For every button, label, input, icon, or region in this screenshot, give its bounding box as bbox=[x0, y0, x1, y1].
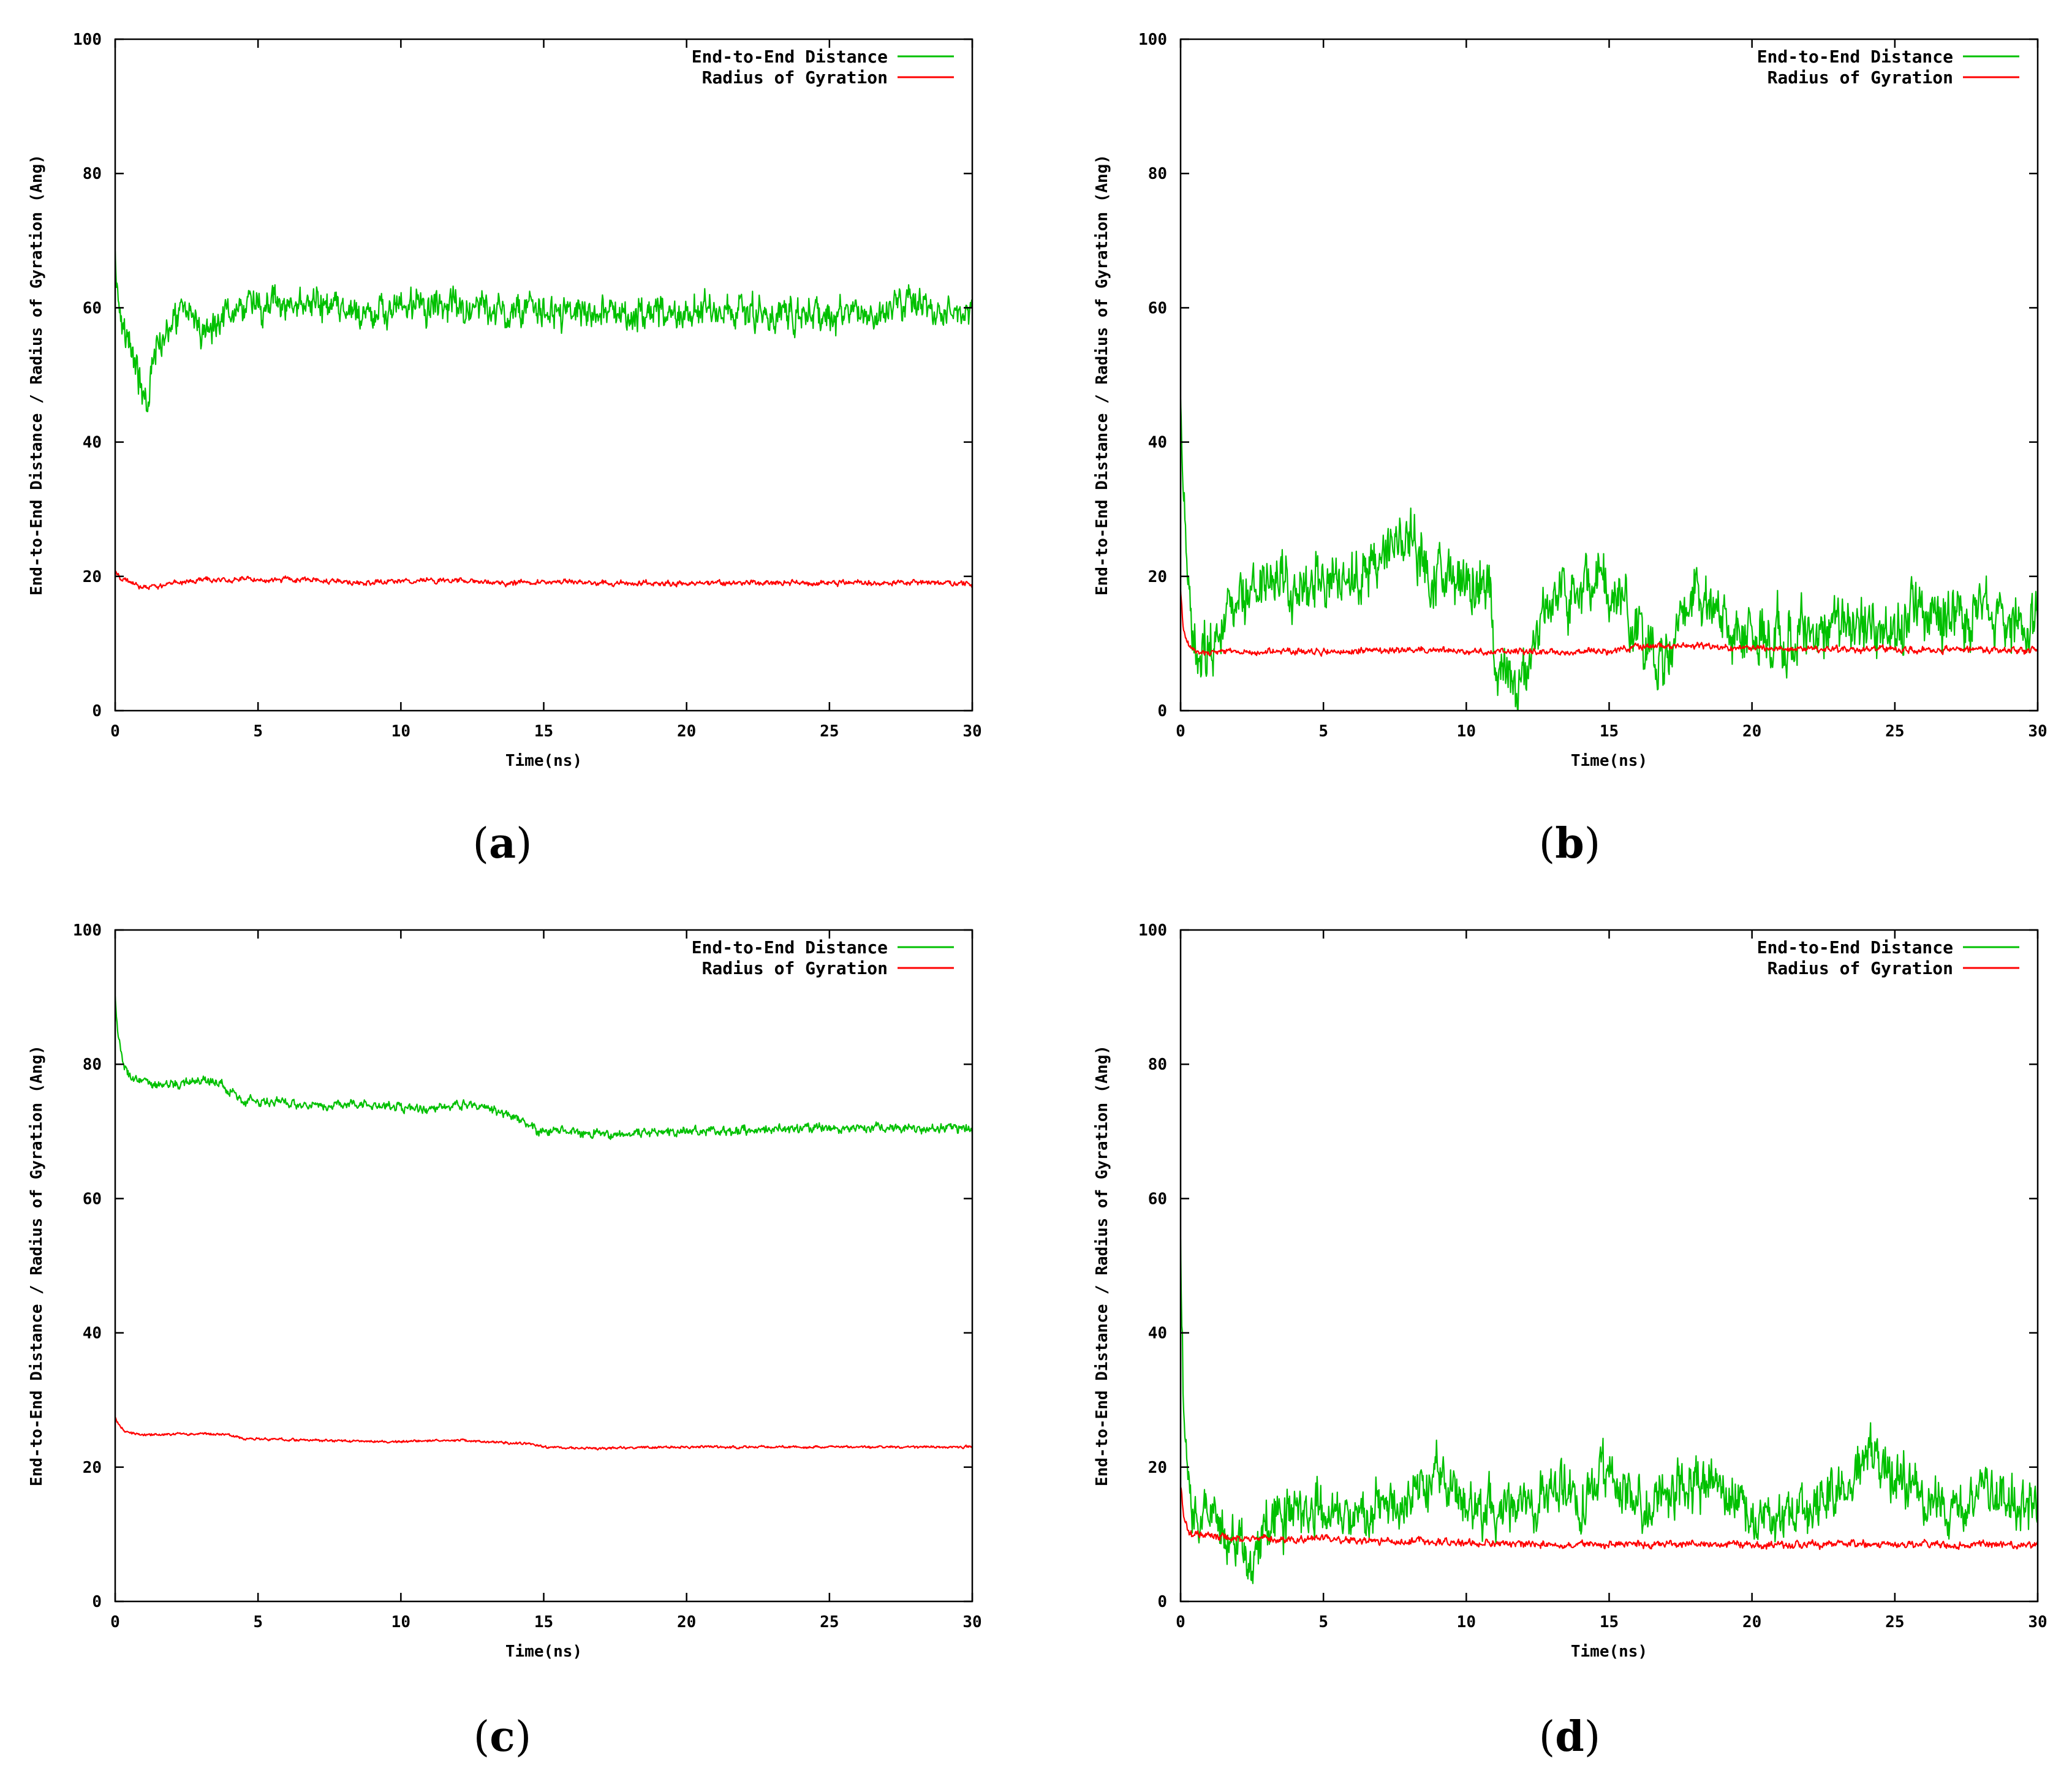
x-tick-label: 30 bbox=[2028, 722, 2047, 741]
x-axis-title: Time(ns) bbox=[505, 1642, 582, 1661]
series-line-end-to-end-c bbox=[115, 996, 972, 1140]
panel-label-c: (c) bbox=[474, 1712, 531, 1761]
y-tick-label: 40 bbox=[83, 1325, 102, 1343]
x-tick-label: 0 bbox=[110, 722, 120, 741]
x-tick-label: 25 bbox=[820, 1613, 839, 1631]
y-axis-title: End-to-End Distance / Radius of Gyration… bbox=[28, 1045, 46, 1486]
x-tick-label: 20 bbox=[1742, 722, 1761, 741]
x-tick-label: 30 bbox=[962, 722, 981, 741]
y-axis-title: End-to-End Distance / Radius of Gyration… bbox=[28, 154, 46, 595]
x-axis-title: Time(ns) bbox=[505, 752, 582, 770]
legend-label: Radius of Gyration bbox=[702, 67, 888, 88]
legend-label: End-to-End Distance bbox=[692, 937, 888, 958]
y-tick-label: 0 bbox=[92, 702, 102, 720]
y-tick-label: 80 bbox=[83, 165, 102, 183]
x-tick-label: 20 bbox=[677, 722, 696, 741]
legend-label: Radius of Gyration bbox=[702, 958, 888, 978]
y-tick-label: 40 bbox=[83, 434, 102, 452]
series-line-end-to-end-a bbox=[115, 251, 972, 412]
x-tick-label: 10 bbox=[1457, 722, 1476, 741]
y-tick-label: 60 bbox=[1148, 299, 1167, 317]
series-line-gyration-a bbox=[115, 570, 972, 591]
legend-label: End-to-End Distance bbox=[1757, 47, 1953, 67]
x-tick-label: 10 bbox=[391, 1613, 410, 1631]
x-tick-label: 0 bbox=[1176, 1613, 1185, 1631]
x-tick-label: 15 bbox=[1600, 722, 1619, 741]
x-tick-label: 30 bbox=[2028, 1613, 2047, 1631]
legend-label: End-to-End Distance bbox=[692, 47, 888, 67]
y-tick-label: 100 bbox=[1138, 921, 1167, 940]
series-line-gyration-c bbox=[115, 1416, 972, 1451]
series-line-gyration-b bbox=[1181, 591, 2038, 657]
x-tick-label: 20 bbox=[677, 1613, 696, 1631]
y-axis-title: End-to-End Distance / Radius of Gyration… bbox=[1093, 1045, 1111, 1486]
x-tick-label: 25 bbox=[1885, 1613, 1904, 1631]
y-tick-label: 40 bbox=[1148, 434, 1167, 452]
plot-frame bbox=[114, 38, 974, 712]
y-tick-label: 60 bbox=[1148, 1190, 1167, 1208]
chart-panel-b: 0 20 40 60 80 100 0 5 10 15 20 25 30 Time(ns) End-to-E… bbox=[1093, 31, 2047, 770]
x-tick-label: 15 bbox=[1600, 1613, 1619, 1631]
legend-label: End-to-End Distance bbox=[1757, 937, 1953, 958]
y-tick-label: 40 bbox=[1148, 1325, 1167, 1343]
y-tick-label: 60 bbox=[83, 299, 102, 317]
x-tick-label: 30 bbox=[962, 1613, 981, 1631]
y-tick-label: 100 bbox=[1138, 31, 1167, 49]
y-tick-label: 0 bbox=[1157, 702, 1167, 720]
chart-panel-c: 0 20 40 60 80 100 0 5 10 15 20 25 30 Time(ns) End-to-E… bbox=[28, 921, 982, 1661]
y-tick-label: 80 bbox=[1148, 1056, 1167, 1074]
panel-label-b: (b) bbox=[1539, 819, 1601, 868]
plot-frame bbox=[1179, 929, 2039, 1603]
y-tick-label: 20 bbox=[1148, 568, 1167, 586]
x-axis-title: Time(ns) bbox=[1571, 1642, 1647, 1661]
x-tick-label: 15 bbox=[534, 722, 553, 741]
y-tick-label: 20 bbox=[83, 568, 102, 586]
x-axis-title: Time(ns) bbox=[1571, 752, 1647, 770]
x-tick-label: 5 bbox=[253, 722, 263, 741]
x-tick-label: 10 bbox=[391, 722, 410, 741]
x-tick-label: 25 bbox=[820, 722, 839, 741]
series-line-end-to-end-d bbox=[1181, 1239, 2038, 1584]
series-line-end-to-end-b bbox=[1181, 399, 2038, 711]
y-tick-label: 100 bbox=[73, 921, 102, 940]
x-tick-label: 25 bbox=[1885, 722, 1904, 741]
y-tick-label: 20 bbox=[1148, 1459, 1167, 1477]
x-tick-label: 5 bbox=[1318, 1613, 1328, 1631]
plot-frame bbox=[114, 929, 974, 1603]
x-tick-label: 0 bbox=[110, 1613, 120, 1631]
series-line-gyration-d bbox=[1181, 1486, 2038, 1551]
y-tick-label: 80 bbox=[83, 1056, 102, 1074]
y-tick-label: 80 bbox=[1148, 165, 1167, 183]
legend-label: Radius of Gyration bbox=[1768, 958, 1953, 978]
y-tick-label: 0 bbox=[1157, 1593, 1167, 1611]
y-tick-label: 20 bbox=[83, 1459, 102, 1477]
legend-label: Radius of Gyration bbox=[1768, 67, 1953, 88]
y-axis-title: End-to-End Distance / Radius of Gyration… bbox=[1093, 154, 1111, 595]
panel-label-d: (d) bbox=[1539, 1712, 1601, 1761]
chart-panel-a: 0 20 40 60 80 100 0 5 10 15 20 25 30 Time(ns) End-to-E… bbox=[28, 31, 982, 770]
x-tick-label: 10 bbox=[1457, 1613, 1476, 1631]
chart-panel-d: 0 20 40 60 80 100 0 5 10 15 20 25 30 Time(ns) End-to-E… bbox=[1093, 921, 2047, 1661]
panel-label-a: (a) bbox=[472, 819, 532, 868]
x-tick-label: 5 bbox=[1318, 722, 1328, 741]
x-tick-label: 15 bbox=[534, 1613, 553, 1631]
x-tick-label: 0 bbox=[1176, 722, 1185, 741]
x-tick-label: 5 bbox=[253, 1613, 263, 1631]
y-tick-label: 100 bbox=[73, 31, 102, 49]
y-tick-label: 0 bbox=[92, 1593, 102, 1611]
x-tick-label: 20 bbox=[1742, 1613, 1761, 1631]
y-tick-label: 60 bbox=[83, 1190, 102, 1208]
